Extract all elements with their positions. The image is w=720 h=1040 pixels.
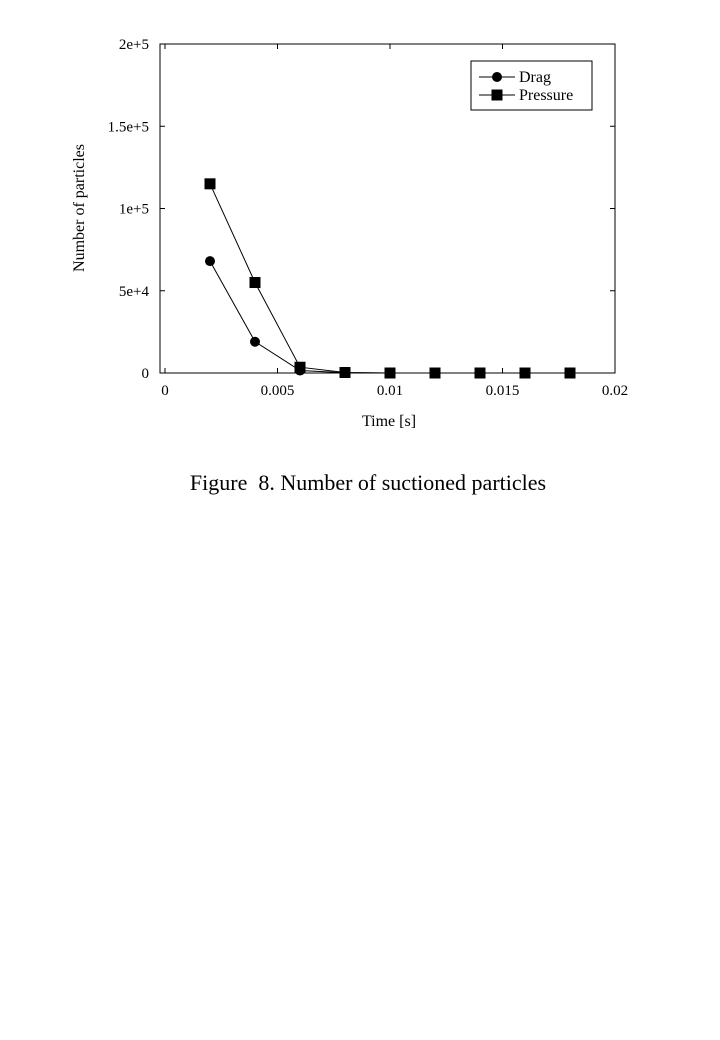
y-tick-label: 1e+5 <box>119 202 149 218</box>
figure-caption: Figure 8. Number of suctioned particles <box>189 470 547 495</box>
x-tick-label: 0.005 <box>261 383 295 399</box>
x-tick-label: 0 <box>161 383 169 399</box>
data-point-pressure <box>204 178 216 190</box>
y-tick-label: 2e+5 <box>119 37 149 53</box>
legend: Drag Pressure <box>470 60 593 111</box>
data-point-pressure <box>249 277 261 289</box>
legend-box <box>470 60 593 111</box>
data-point-pressure <box>294 361 306 373</box>
series-line-pressure <box>209 183 570 374</box>
data-point-pressure <box>384 367 396 379</box>
y-tick-label: 1.5e+5 <box>108 119 149 135</box>
series-line-drag <box>209 260 570 374</box>
x-tick-label: 0.02 <box>602 383 628 399</box>
x-tick-label: 0.015 <box>486 383 520 399</box>
y-axis: 0 5e+4 1e+5 1.5e+5 2e+5 <box>108 37 615 382</box>
data-point-pressure <box>339 367 351 379</box>
legend-marker-drag <box>492 72 502 82</box>
x-axis: 0 0.005 0.01 0.015 0.02 <box>161 44 628 399</box>
series-pressure <box>204 178 576 379</box>
data-point-drag <box>250 336 260 347</box>
data-point-pressure <box>564 367 576 379</box>
x-tick-label: 0.01 <box>377 383 403 399</box>
x-axis-title: Time [s] <box>362 413 416 430</box>
legend-label-pressure: Pressure <box>519 87 573 104</box>
legend-marker-pressure <box>491 89 503 101</box>
y-tick-label: 0 <box>142 366 150 382</box>
chart: 0 0.005 0.01 0.015 0.02 05e+41e+51.5e+52e+5 … <box>71 37 628 430</box>
series-drag <box>205 256 575 378</box>
y-axis-title: Number of particles <box>71 144 88 272</box>
data-point-drag <box>205 256 215 267</box>
series-layer <box>204 178 576 379</box>
data-point-pressure <box>474 367 486 379</box>
data-point-pressure <box>429 367 441 379</box>
data-point-pressure <box>519 367 531 379</box>
y-tick-label: 5e+4 <box>119 284 150 300</box>
legend-label-drag: Drag <box>519 69 551 86</box>
